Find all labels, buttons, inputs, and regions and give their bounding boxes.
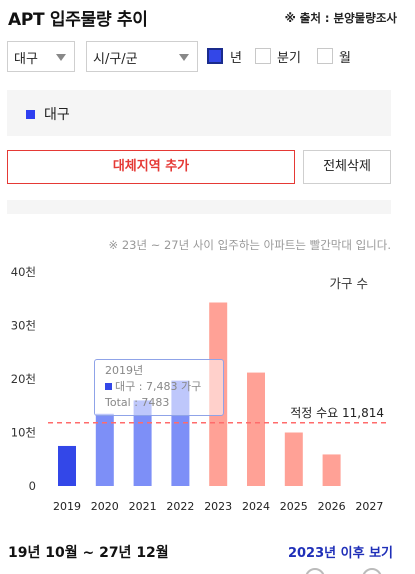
bar-2019 xyxy=(58,445,76,486)
tooltip-year: 2019년 xyxy=(105,364,144,377)
x-tick-label: 2019 xyxy=(53,500,81,513)
period-range: 19년 10월 ~ 27년 12월 xyxy=(8,545,169,561)
tooltip-swatch xyxy=(105,383,112,390)
bar-2026 xyxy=(322,454,341,486)
x-tick-label: 2023 xyxy=(204,500,232,513)
bar-2021 xyxy=(133,400,152,486)
quarter-label: 분기 xyxy=(277,51,301,66)
tooltip-value: 7,483 xyxy=(145,380,178,393)
y-tick-label: 20천 xyxy=(11,372,36,386)
district-select-value: 시/구/군 xyxy=(93,52,138,67)
source-note: ※ 출처 : 분양물량조사 xyxy=(284,11,397,25)
tooltip-total-row: Total : 7483 xyxy=(105,396,170,409)
tooltip-total: 7483 xyxy=(141,396,170,409)
x-tick-label: 2022 xyxy=(166,500,194,513)
zoom-in-button[interactable] xyxy=(362,568,382,574)
y-tick-label: 30천 xyxy=(11,319,36,333)
bar-2024 xyxy=(247,372,265,486)
x-tick-label: 2021 xyxy=(129,500,157,513)
chevron-down-icon xyxy=(179,54,189,61)
divider-strip xyxy=(7,200,391,214)
region-select-value: 대구 xyxy=(14,52,38,67)
district-select[interactable]: 시/구/군 xyxy=(86,41,198,72)
chevron-down-icon xyxy=(56,54,66,61)
add-region-button[interactable]: 대체지역 추가 xyxy=(7,150,295,184)
bar-2020 xyxy=(95,413,114,486)
x-tick-label: 2020 xyxy=(91,500,119,513)
quarter-checkbox[interactable] xyxy=(255,48,271,64)
tooltip-series-row: 대구 : 7,483 가구 xyxy=(105,379,223,395)
x-tick-label: 2025 xyxy=(280,500,308,513)
year-label: 년 xyxy=(230,51,242,66)
y-axis-label: 가구 수 xyxy=(330,276,368,291)
chart-tooltip: 2019년 대구 : 7,483 가구 Total : 7483 xyxy=(94,359,224,416)
tooltip-total-label: Total xyxy=(105,396,131,409)
month-checkbox[interactable] xyxy=(317,48,333,64)
page-title: APT 입주물량 추이 xyxy=(8,10,148,30)
x-tick-label: 2026 xyxy=(318,500,346,513)
tooltip-series: 대구 xyxy=(115,380,136,393)
month-label: 월 xyxy=(339,51,351,66)
zoom-out-button[interactable] xyxy=(305,568,325,574)
tooltip-unit: 가구 xyxy=(180,380,202,393)
y-tick-label: 0 xyxy=(29,479,36,493)
bar-2025 xyxy=(284,432,303,486)
y-tick-label: 10천 xyxy=(11,426,36,440)
x-tick-label: 2024 xyxy=(242,500,270,513)
region-color-swatch xyxy=(26,110,35,119)
selected-region-list: 대구 xyxy=(7,90,391,136)
region-select[interactable]: 대구 xyxy=(7,41,75,72)
year-checkbox[interactable] xyxy=(207,48,223,64)
view-after-2023-link[interactable]: 2023년 이후 보기 xyxy=(287,546,393,561)
reference-line-label: 적정 수요 11,814 xyxy=(290,406,384,420)
x-tick-label: 2027 xyxy=(355,500,383,513)
region-item-label[interactable]: 대구 xyxy=(44,107,70,123)
delete-all-button[interactable]: 전체삭제 xyxy=(303,150,391,184)
y-tick-label: 40천 xyxy=(11,265,36,279)
chart-note: ※ 23년 ~ 27년 사이 입주하는 아파트는 빨간막대 입니다. xyxy=(108,238,391,252)
